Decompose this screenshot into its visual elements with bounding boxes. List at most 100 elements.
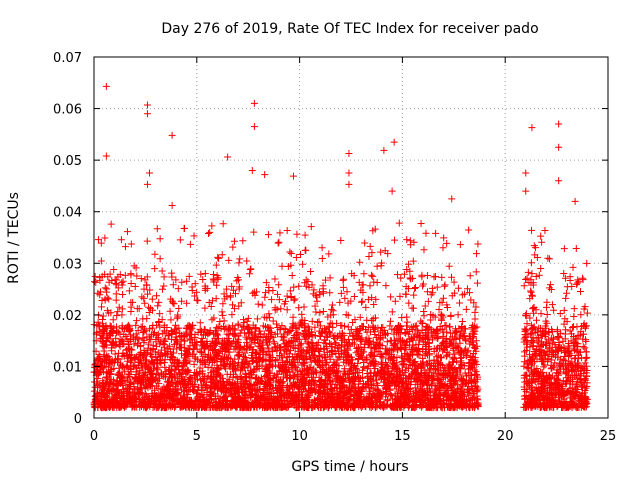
data-point xyxy=(133,272,141,280)
data-point xyxy=(114,355,122,363)
data-point xyxy=(242,338,250,346)
data-point xyxy=(278,262,286,270)
data-point xyxy=(373,262,381,270)
data-point xyxy=(239,237,247,245)
data-point xyxy=(117,236,125,244)
data-point xyxy=(403,318,411,326)
data-point xyxy=(295,347,303,355)
data-point xyxy=(402,283,410,291)
data-point xyxy=(167,316,175,324)
data-point xyxy=(462,305,470,313)
data-point xyxy=(471,308,479,316)
data-point xyxy=(428,336,436,344)
data-point xyxy=(261,293,269,301)
data-point xyxy=(272,320,280,328)
data-point xyxy=(466,340,474,348)
data-point xyxy=(423,288,431,296)
data-point xyxy=(405,260,413,268)
data-point xyxy=(234,321,242,329)
data-point xyxy=(140,294,148,302)
data-point xyxy=(265,310,273,318)
data-point xyxy=(287,250,295,258)
data-point xyxy=(315,318,323,326)
data-point xyxy=(382,360,390,368)
data-point xyxy=(302,276,310,284)
data-point xyxy=(418,273,426,281)
data-point xyxy=(370,300,378,308)
data-point xyxy=(156,310,164,318)
data-point xyxy=(101,234,109,242)
data-point xyxy=(442,321,450,329)
data-point xyxy=(246,265,254,273)
data-point xyxy=(441,281,449,289)
data-point xyxy=(328,301,336,309)
data-point xyxy=(112,290,120,298)
data-point xyxy=(299,260,307,268)
data-point xyxy=(339,276,347,284)
data-point xyxy=(424,297,432,305)
data-point xyxy=(114,308,122,316)
data-point xyxy=(432,229,440,237)
data-point xyxy=(430,376,438,384)
data-point xyxy=(326,289,334,297)
data-point xyxy=(111,276,119,284)
data-point xyxy=(471,315,479,323)
data-point xyxy=(409,360,417,368)
data-point xyxy=(91,272,99,280)
data-point xyxy=(210,271,218,279)
data-point xyxy=(139,315,147,323)
data-point xyxy=(144,364,152,372)
data-point xyxy=(401,328,409,336)
data-point xyxy=(175,305,183,313)
data-point xyxy=(271,275,279,283)
data-point xyxy=(235,259,243,267)
data-point xyxy=(325,250,333,258)
data-point xyxy=(323,359,331,367)
data-point xyxy=(127,279,135,287)
data-point xyxy=(229,243,237,251)
data-point xyxy=(216,346,224,354)
data-point xyxy=(214,275,222,283)
data-point xyxy=(193,356,201,364)
data-point xyxy=(383,338,391,346)
data-point xyxy=(215,254,223,262)
data-point xyxy=(313,318,321,326)
data-point xyxy=(185,272,193,280)
data-point xyxy=(301,231,309,239)
data-point xyxy=(225,256,233,264)
data-point xyxy=(230,237,238,245)
data-point xyxy=(420,307,428,315)
data-point xyxy=(269,317,277,325)
data-point xyxy=(183,299,191,307)
data-point xyxy=(153,321,161,329)
data-point xyxy=(391,236,399,244)
data-point xyxy=(247,265,255,273)
data-point xyxy=(301,246,309,254)
data-point xyxy=(293,230,301,238)
data-point xyxy=(154,302,162,310)
data-point xyxy=(386,317,394,325)
data-point xyxy=(397,274,405,282)
data-point xyxy=(235,302,243,310)
data-point xyxy=(218,387,226,395)
data-point xyxy=(474,240,482,248)
data-point xyxy=(207,303,215,311)
data-point xyxy=(116,330,124,338)
data-point xyxy=(273,355,281,363)
data-point xyxy=(440,234,448,242)
data-point xyxy=(254,342,262,350)
data-point xyxy=(400,270,408,278)
data-point xyxy=(372,295,380,303)
data-point xyxy=(244,314,252,322)
data-point xyxy=(307,223,315,231)
data-point xyxy=(107,220,115,228)
data-point xyxy=(148,324,156,332)
data-point xyxy=(143,281,151,289)
data-point xyxy=(264,231,272,239)
data-point xyxy=(316,377,324,385)
data-point xyxy=(377,248,385,256)
data-point xyxy=(216,317,224,325)
data-point xyxy=(103,373,111,381)
data-point xyxy=(137,323,145,331)
